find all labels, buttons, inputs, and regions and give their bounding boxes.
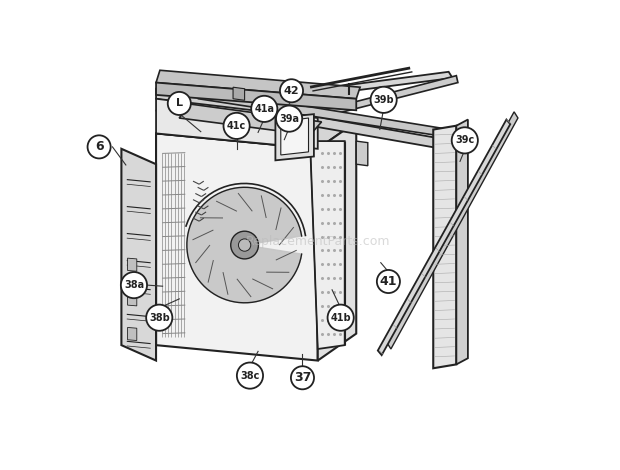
Circle shape: [146, 305, 172, 331]
Circle shape: [276, 106, 302, 132]
Polygon shape: [233, 87, 245, 100]
Circle shape: [251, 96, 277, 122]
Text: 41a: 41a: [254, 104, 274, 114]
Text: 41: 41: [379, 275, 397, 288]
Circle shape: [377, 270, 400, 293]
Circle shape: [327, 305, 354, 331]
Polygon shape: [275, 114, 314, 160]
Circle shape: [168, 92, 191, 115]
Text: ReplacementParts.com: ReplacementParts.com: [246, 235, 390, 248]
Text: 6: 6: [95, 141, 104, 153]
Circle shape: [452, 127, 478, 153]
Circle shape: [237, 362, 263, 389]
Circle shape: [231, 231, 259, 259]
Polygon shape: [156, 83, 356, 110]
Polygon shape: [156, 133, 317, 360]
Text: 41c: 41c: [227, 121, 246, 131]
Polygon shape: [128, 328, 137, 341]
Text: 38a: 38a: [124, 280, 144, 290]
Polygon shape: [456, 119, 468, 364]
Polygon shape: [317, 122, 356, 360]
Polygon shape: [281, 118, 309, 155]
Text: 41b: 41b: [330, 313, 351, 323]
Text: 38b: 38b: [149, 313, 170, 323]
Polygon shape: [310, 141, 345, 349]
Text: 39c: 39c: [455, 135, 474, 145]
Polygon shape: [122, 149, 156, 360]
Circle shape: [291, 366, 314, 389]
Polygon shape: [156, 106, 356, 149]
Circle shape: [280, 79, 303, 102]
Polygon shape: [233, 76, 458, 140]
Text: 37: 37: [294, 371, 311, 384]
Polygon shape: [179, 104, 322, 135]
Polygon shape: [156, 89, 464, 153]
Polygon shape: [198, 89, 464, 140]
Polygon shape: [128, 293, 137, 306]
Polygon shape: [356, 141, 368, 166]
Circle shape: [87, 135, 110, 158]
Polygon shape: [378, 119, 510, 355]
Polygon shape: [433, 125, 456, 368]
Text: 38c: 38c: [241, 371, 260, 381]
Polygon shape: [128, 258, 137, 271]
Polygon shape: [187, 188, 302, 303]
Text: 39a: 39a: [279, 114, 299, 124]
Text: 42: 42: [284, 86, 299, 96]
Circle shape: [239, 239, 250, 251]
Polygon shape: [156, 70, 360, 99]
Circle shape: [121, 272, 147, 298]
Polygon shape: [156, 99, 317, 149]
Polygon shape: [156, 72, 453, 116]
Circle shape: [371, 87, 397, 113]
Polygon shape: [387, 112, 518, 349]
Text: 39b: 39b: [373, 95, 394, 105]
Circle shape: [223, 113, 250, 139]
Text: L: L: [176, 98, 183, 109]
